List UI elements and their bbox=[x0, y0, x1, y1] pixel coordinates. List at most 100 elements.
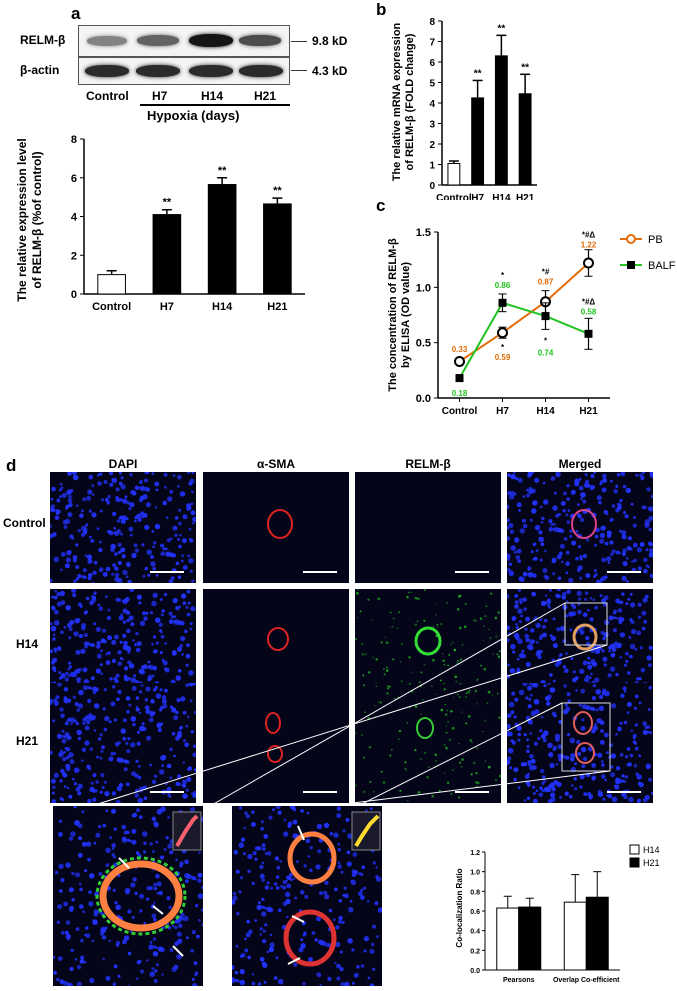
chart-coloc: Co-localization Ratio 0.0 0.2 0.4 0.6 0.8 1.0… bbox=[455, 844, 660, 984]
x-tick-label: H7 bbox=[471, 193, 484, 200]
significance-label: ** bbox=[474, 68, 482, 79]
wb-hypoxia-bracket bbox=[140, 104, 290, 106]
y-tick-label: 5 bbox=[429, 79, 435, 90]
scale-bar bbox=[303, 791, 337, 793]
micrograph-control-relm bbox=[355, 472, 501, 583]
significance-label: * bbox=[501, 271, 505, 280]
zoom-inset-h14 bbox=[53, 806, 203, 986]
y-tick-label: 0.8 bbox=[470, 889, 480, 896]
significance-label: *#Δ bbox=[582, 297, 596, 306]
value-label: 0.33 bbox=[452, 345, 468, 354]
wb-blot-relm bbox=[78, 25, 290, 57]
col-header-relm: RELM-β bbox=[405, 457, 451, 471]
y-tick-label: 2 bbox=[429, 140, 435, 151]
bar bbox=[447, 162, 461, 186]
significance-label: ** bbox=[497, 23, 505, 34]
x-tick-label: Overlap Co-efficient bbox=[553, 977, 620, 984]
y-tick-label: 8 bbox=[429, 17, 435, 28]
panel-label-c: c bbox=[376, 196, 386, 215]
wb-lane-control: Control bbox=[86, 89, 129, 103]
bar bbox=[585, 896, 609, 971]
micrograph-h21-sma bbox=[203, 683, 349, 803]
wb-lane-h14: H14 bbox=[201, 89, 224, 103]
col-header-dapi: DAPI bbox=[108, 457, 138, 471]
micrograph-h21-relm bbox=[355, 683, 501, 803]
scale-bar bbox=[455, 791, 489, 793]
x-tick-label: H21 bbox=[579, 406, 598, 417]
chart-b: The relative mRNA expression of RELM-β (… bbox=[391, 17, 537, 200]
significance-label: ** bbox=[218, 165, 227, 177]
y-tick-label: 2 bbox=[71, 250, 77, 262]
bar bbox=[563, 901, 587, 971]
wb-band bbox=[136, 65, 180, 77]
arrow-icon bbox=[152, 905, 164, 915]
y-tick-label: 1 bbox=[429, 161, 435, 172]
significance-label: ** bbox=[273, 185, 282, 197]
wb-row-label-relm: RELM-β bbox=[20, 33, 66, 47]
bar bbox=[97, 274, 126, 295]
wb-mw-actin: 4.3 kD bbox=[312, 64, 348, 78]
wb-pointer-line bbox=[291, 70, 307, 71]
chart-c-legend: PB BALF bbox=[620, 234, 676, 272]
y-tick-label: 8 bbox=[71, 134, 77, 146]
scale-bar bbox=[150, 791, 184, 793]
panel-label-d: d bbox=[6, 456, 17, 475]
col-header-merged: Merged bbox=[558, 457, 602, 471]
bar bbox=[471, 97, 485, 186]
wb-group-label: Hypoxia (days) bbox=[147, 108, 240, 123]
y-tick-label: 6 bbox=[429, 58, 435, 69]
wb-band bbox=[189, 34, 233, 47]
y-tick-label: 0 bbox=[429, 181, 435, 192]
wb-band bbox=[85, 65, 129, 77]
wb-band bbox=[87, 36, 127, 46]
micrograph-h21-dapi bbox=[50, 683, 196, 803]
arrow-icon bbox=[291, 915, 305, 923]
value-label: 0.18 bbox=[452, 389, 468, 398]
wb-band bbox=[239, 65, 283, 77]
y-tick-label: 7 bbox=[429, 38, 435, 49]
x-tick-label: H21 bbox=[267, 301, 287, 313]
chart-a-ylabel-line2: of RELM-β (%of control) bbox=[30, 151, 44, 288]
significance-label: ** bbox=[163, 197, 172, 209]
chart-b-ylabel-line2: of RELM-β (FOLD change) bbox=[404, 33, 416, 170]
row-header-control: Control bbox=[3, 516, 46, 530]
y-tick-label: 4 bbox=[429, 99, 435, 110]
x-tick-label: Control bbox=[436, 193, 472, 200]
arrow-icon bbox=[287, 957, 301, 965]
micrograph-h21-merged bbox=[507, 683, 653, 803]
wb-lane-h7: H7 bbox=[152, 89, 168, 103]
y-tick-label: 0.5 bbox=[416, 338, 431, 350]
legend-pb-marker bbox=[626, 234, 636, 244]
bar bbox=[152, 214, 182, 295]
value-label: 0.86 bbox=[495, 281, 511, 290]
y-tick-label: 0.2 bbox=[470, 948, 480, 955]
legend-h21-swatch bbox=[629, 857, 640, 868]
data-point bbox=[584, 329, 593, 338]
y-tick-label: 4 bbox=[71, 212, 78, 224]
wb-band bbox=[137, 35, 179, 46]
micrograph-control-merged bbox=[507, 472, 653, 583]
arrow-icon bbox=[297, 825, 305, 841]
value-label: 0.59 bbox=[495, 353, 511, 362]
chart-coloc-ylabel: Co-localization Ratio bbox=[455, 868, 464, 947]
bar bbox=[207, 184, 237, 295]
y-tick-label: 3 bbox=[429, 120, 435, 131]
micrograph-control-dapi bbox=[50, 472, 196, 583]
chart-coloc-legend: H14 H21 bbox=[629, 844, 660, 868]
value-label: 0.58 bbox=[581, 307, 597, 316]
y-tick-label: 1.0 bbox=[470, 870, 480, 877]
bar bbox=[263, 203, 292, 295]
chart-c: The concentration of RELM-β by ELISA (OD… bbox=[387, 227, 676, 417]
x-tick-label: H14 bbox=[536, 406, 555, 417]
series-line-pb bbox=[458, 262, 590, 363]
data-point bbox=[498, 298, 507, 307]
significance-label: * bbox=[501, 343, 505, 352]
scale-bar bbox=[607, 571, 641, 573]
y-tick-label: 1.2 bbox=[470, 850, 480, 857]
scale-bar bbox=[455, 571, 489, 573]
bar bbox=[518, 906, 542, 971]
data-point bbox=[455, 374, 464, 383]
value-label: 1.22 bbox=[581, 241, 597, 250]
x-tick-label: H7 bbox=[160, 301, 174, 313]
scale-bar bbox=[607, 791, 641, 793]
